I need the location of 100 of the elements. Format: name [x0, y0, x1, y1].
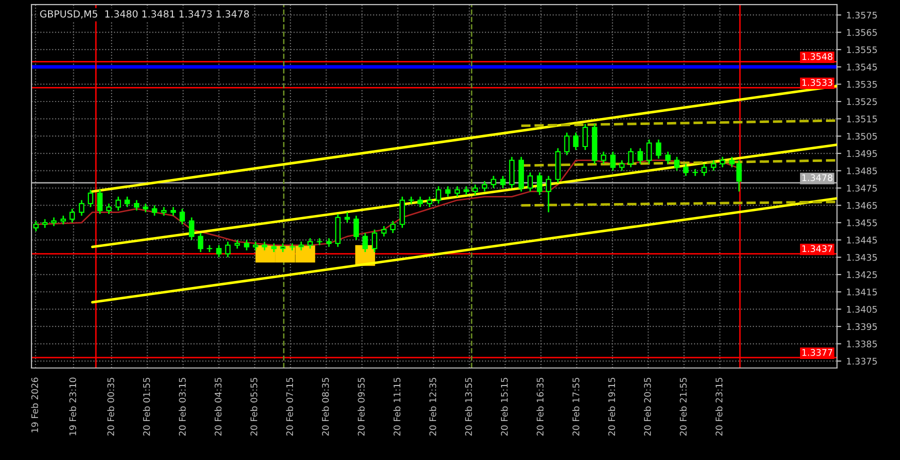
y-tick-label: 1.3465: [847, 202, 877, 209]
x-tick-label: 20 Feb 12:35: [429, 378, 436, 436]
candlestick: [628, 148, 634, 168]
candlestick: [436, 186, 442, 204]
candlestick: [454, 186, 460, 198]
y-tick-label: 1.3455: [847, 219, 877, 226]
candlestick: [692, 168, 698, 177]
candlestick: [362, 232, 368, 253]
candlestick: [216, 244, 222, 258]
candlestick: [124, 196, 130, 208]
candlestick: [546, 175, 552, 213]
ref-line-label: 1.3437: [802, 245, 832, 252]
candlestick: [225, 240, 231, 258]
candlestick: [390, 220, 396, 234]
x-tick-label: 20 Feb 23:15: [715, 378, 722, 436]
candlestick: [244, 239, 250, 252]
x-tick-label: 20 Feb 17:55: [572, 378, 580, 436]
y-tick-label: 1.3495: [847, 150, 877, 157]
y-tick-label: 1.3555: [847, 46, 877, 54]
y-tick-label: 1.3525: [847, 98, 877, 106]
candlestick: [683, 163, 689, 177]
candlestick: [573, 132, 579, 151]
candlestick: [656, 138, 662, 160]
candlestick: [97, 189, 103, 215]
candlestick: [527, 172, 533, 192]
candlestick: [381, 225, 387, 238]
candlestick: [500, 175, 506, 189]
ref-line-label: 1.3548: [802, 53, 832, 60]
candlestick: [88, 189, 94, 208]
y-tick-label: 1.3405: [847, 306, 877, 313]
candlestick: [198, 232, 204, 253]
candlestick: [344, 212, 350, 224]
x-tick-label: 20 Feb 03:15: [178, 378, 186, 436]
candlestick: [70, 208, 75, 224]
candlestick: [646, 138, 652, 164]
y-tick-label: 1.3425: [847, 271, 877, 278]
x-tick-label: 20 Feb 00:35: [107, 378, 114, 436]
candlestick: [710, 160, 716, 172]
y-tick-label: 1.3385: [847, 340, 877, 348]
y-tick-label: 1.3565: [847, 29, 877, 36]
x-tick-label: 20 Feb 04:35: [214, 378, 222, 436]
x-tick-label: 19 Feb 23:10: [69, 378, 76, 436]
y-tick-label: 1.3545: [847, 64, 877, 70]
y-tick-label: 1.3535: [847, 80, 877, 88]
candlestick: [665, 150, 671, 164]
x-tick-label: 20 Feb 19:15: [608, 378, 616, 436]
text: GBPUSD,M5 1.3480 1.3481 1.3473 1.3478: [40, 10, 249, 19]
candlestick: [582, 123, 588, 151]
candlestick: [152, 204, 158, 216]
x-tick-label: 20 Feb 11:15: [393, 378, 400, 436]
x-tick-label: 20 Feb 01:55: [142, 378, 150, 436]
x-tick-label: 20 Feb 07:15: [286, 378, 294, 436]
y-tick-label: 1.3375: [847, 358, 877, 365]
candlestick: [106, 202, 112, 215]
candlestick: [490, 175, 496, 189]
candlestick: [116, 196, 121, 212]
x-tick-label: 20 Feb 21:55: [680, 378, 687, 436]
candlestick: [564, 132, 570, 156]
candlestick: [188, 216, 194, 241]
x-tick-label: 20 Feb 20:35: [644, 378, 651, 436]
candlestick: [536, 172, 542, 196]
y-tick-label: 1.3395: [847, 323, 877, 330]
candlestick: [638, 148, 643, 164]
x-tick-label: 20 Feb 09:55: [358, 378, 365, 436]
x-tick-label: 20 Feb 15:15: [500, 378, 508, 436]
candlestick: [290, 242, 295, 252]
x-tick-label: 20 Feb 13:55: [464, 378, 472, 436]
candlestick: [78, 199, 84, 216]
candlestick: [701, 163, 707, 177]
ref-line-label: 1.3533: [802, 79, 832, 86]
candlestick: [307, 238, 313, 250]
x-tick-label: 20 Feb 16:35: [536, 378, 544, 436]
y-tick-label: 1.3485: [847, 167, 877, 174]
candlestick: [417, 196, 423, 208]
candlestick: [408, 196, 414, 204]
y-tick-label: 1.3475: [847, 184, 877, 192]
x-tick-label: 20 Feb 08:35: [322, 378, 329, 436]
y-tick-label: 1.3505: [847, 132, 877, 140]
y-tick-label: 1.3445: [847, 236, 877, 244]
candlestick: [729, 156, 735, 168]
candlestick: [736, 160, 742, 192]
candlestick: [482, 180, 488, 192]
y-tick-label: 1.3515: [847, 116, 877, 122]
candlestick: [372, 228, 378, 253]
candlestick: [354, 215, 359, 241]
y-tick-label: 1.3435: [847, 254, 877, 261]
candlestick: [134, 199, 140, 212]
candlestick: [619, 160, 625, 172]
ref-line-label: 1.3377: [802, 349, 832, 356]
x-tick-label: 20 Feb 05:55: [250, 378, 258, 436]
candlestick: [472, 184, 478, 196]
x-tick-label: 19 Feb 2026: [31, 378, 38, 432]
candlestick: [33, 220, 39, 232]
candlestick: [600, 150, 606, 164]
y-tick-label: 1.3415: [847, 288, 877, 296]
ref-line-label: 1.3478: [802, 174, 832, 182]
y-tick-label: 1.3575: [847, 12, 877, 19]
candlestick: [426, 196, 432, 208]
candlestick: [674, 156, 680, 172]
candlestick: [445, 186, 451, 198]
